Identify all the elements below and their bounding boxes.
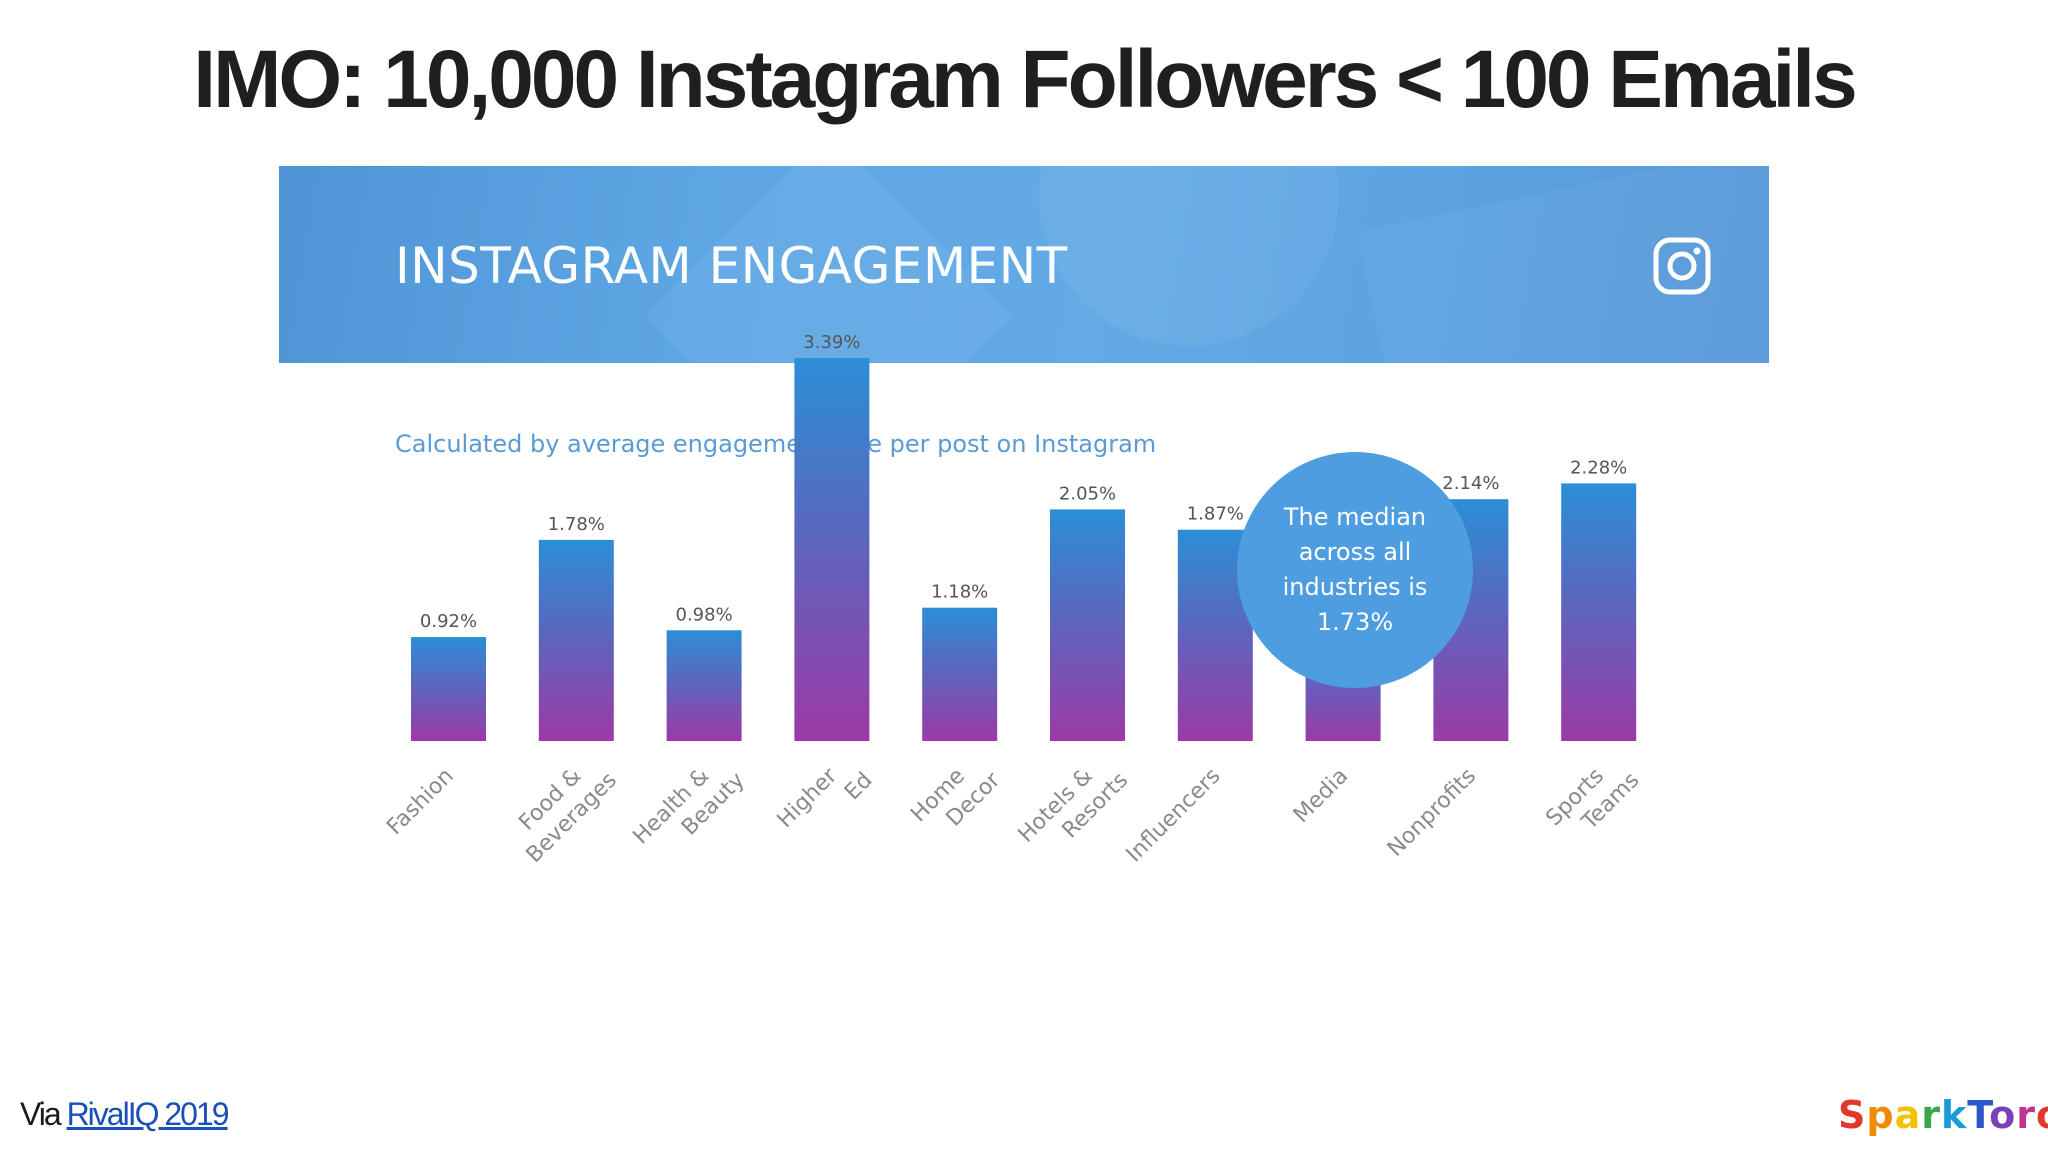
category-label-line: Ed — [840, 768, 877, 805]
bar-chart: 0.92% Fashion 1.78% Food &Beverages 0.98% Hea… — [382, 332, 1644, 869]
category-label-line: Fashion — [382, 764, 458, 840]
bar-value-label: 1.78% — [548, 514, 605, 535]
category-label: Hotels &Resorts — [1014, 748, 1133, 867]
category-label: Media — [1289, 764, 1353, 828]
bar-sports-teams — [1561, 483, 1637, 741]
bar-higher-ed — [794, 358, 870, 741]
category-label: SportsTeams — [1541, 748, 1644, 851]
bar-home-decor — [922, 607, 998, 741]
bar-value-label: 0.98% — [676, 604, 733, 625]
logo-letter: r — [1921, 1093, 1941, 1137]
logo-letter: o — [2036, 1093, 2048, 1137]
category-label-line: Nonprofits — [1383, 764, 1481, 862]
bar-health-beauty — [666, 630, 742, 741]
banner: INSTAGRAM ENGAGEMENT — [279, 166, 1769, 363]
logo-letter: p — [1866, 1093, 1895, 1137]
category-label-line: Media — [1289, 764, 1353, 828]
bar-hotels-resorts — [1050, 509, 1125, 741]
chart-subtitle: Calculated by average engagement rate pe… — [395, 430, 1157, 458]
category-label: HomeDecor — [906, 747, 1006, 847]
category-label-line: Influencers — [1122, 764, 1226, 868]
logo-letter: k — [1940, 1093, 1968, 1137]
bar-value-label: 1.87% — [1187, 504, 1244, 525]
category-label: Fashion — [382, 764, 458, 840]
category-label: HigherEd — [773, 748, 878, 853]
bar-value-label: 3.39% — [803, 332, 860, 353]
slide-title: IMO: 10,000 Instagram Followers < 100 Em… — [193, 34, 1857, 125]
bar-value-label: 0.92% — [420, 611, 477, 632]
logo-letter: S — [1838, 1093, 1867, 1137]
sparktoro-logo: SparkToro — [1838, 1093, 2048, 1137]
instagram-icon — [1653, 237, 1711, 295]
bar-value-label: 2.05% — [1059, 483, 1116, 504]
median-annotation: The median across all industries is 1.73… — [1237, 452, 1473, 688]
source-credit: Via RivalIQ 2019 — [20, 1096, 230, 1133]
logo-letter: r — [2016, 1093, 2036, 1137]
engagement-infographic: INSTAGRAM ENGAGEMENT Calculated by avera… — [279, 166, 1769, 1152]
category-label: Nonprofits — [1383, 764, 1481, 862]
bar-food-beverages — [538, 539, 614, 741]
median-annotation-text: The median across all industries is 1.73… — [1282, 503, 1428, 636]
logo-letter: a — [1894, 1093, 1922, 1137]
category-label: Food &Beverages — [502, 748, 622, 868]
logo-letter: T — [1967, 1093, 1990, 1137]
bar-value-label: 2.28% — [1570, 457, 1627, 478]
category-label: Health &Beauty — [629, 748, 750, 869]
bar-fashion — [411, 637, 486, 741]
bar-value-label: 2.14% — [1442, 473, 1499, 494]
bar-value-label: 1.18% — [931, 582, 988, 603]
source-prefix: Via — [20, 1096, 62, 1132]
banner-title: INSTAGRAM ENGAGEMENT — [395, 237, 1068, 295]
category-label-line: Higher — [773, 763, 843, 833]
source-link[interactable]: RivalIQ 2019 — [66, 1096, 230, 1132]
logo-letter: o — [1989, 1093, 2017, 1137]
category-label: Influencers — [1122, 764, 1226, 868]
